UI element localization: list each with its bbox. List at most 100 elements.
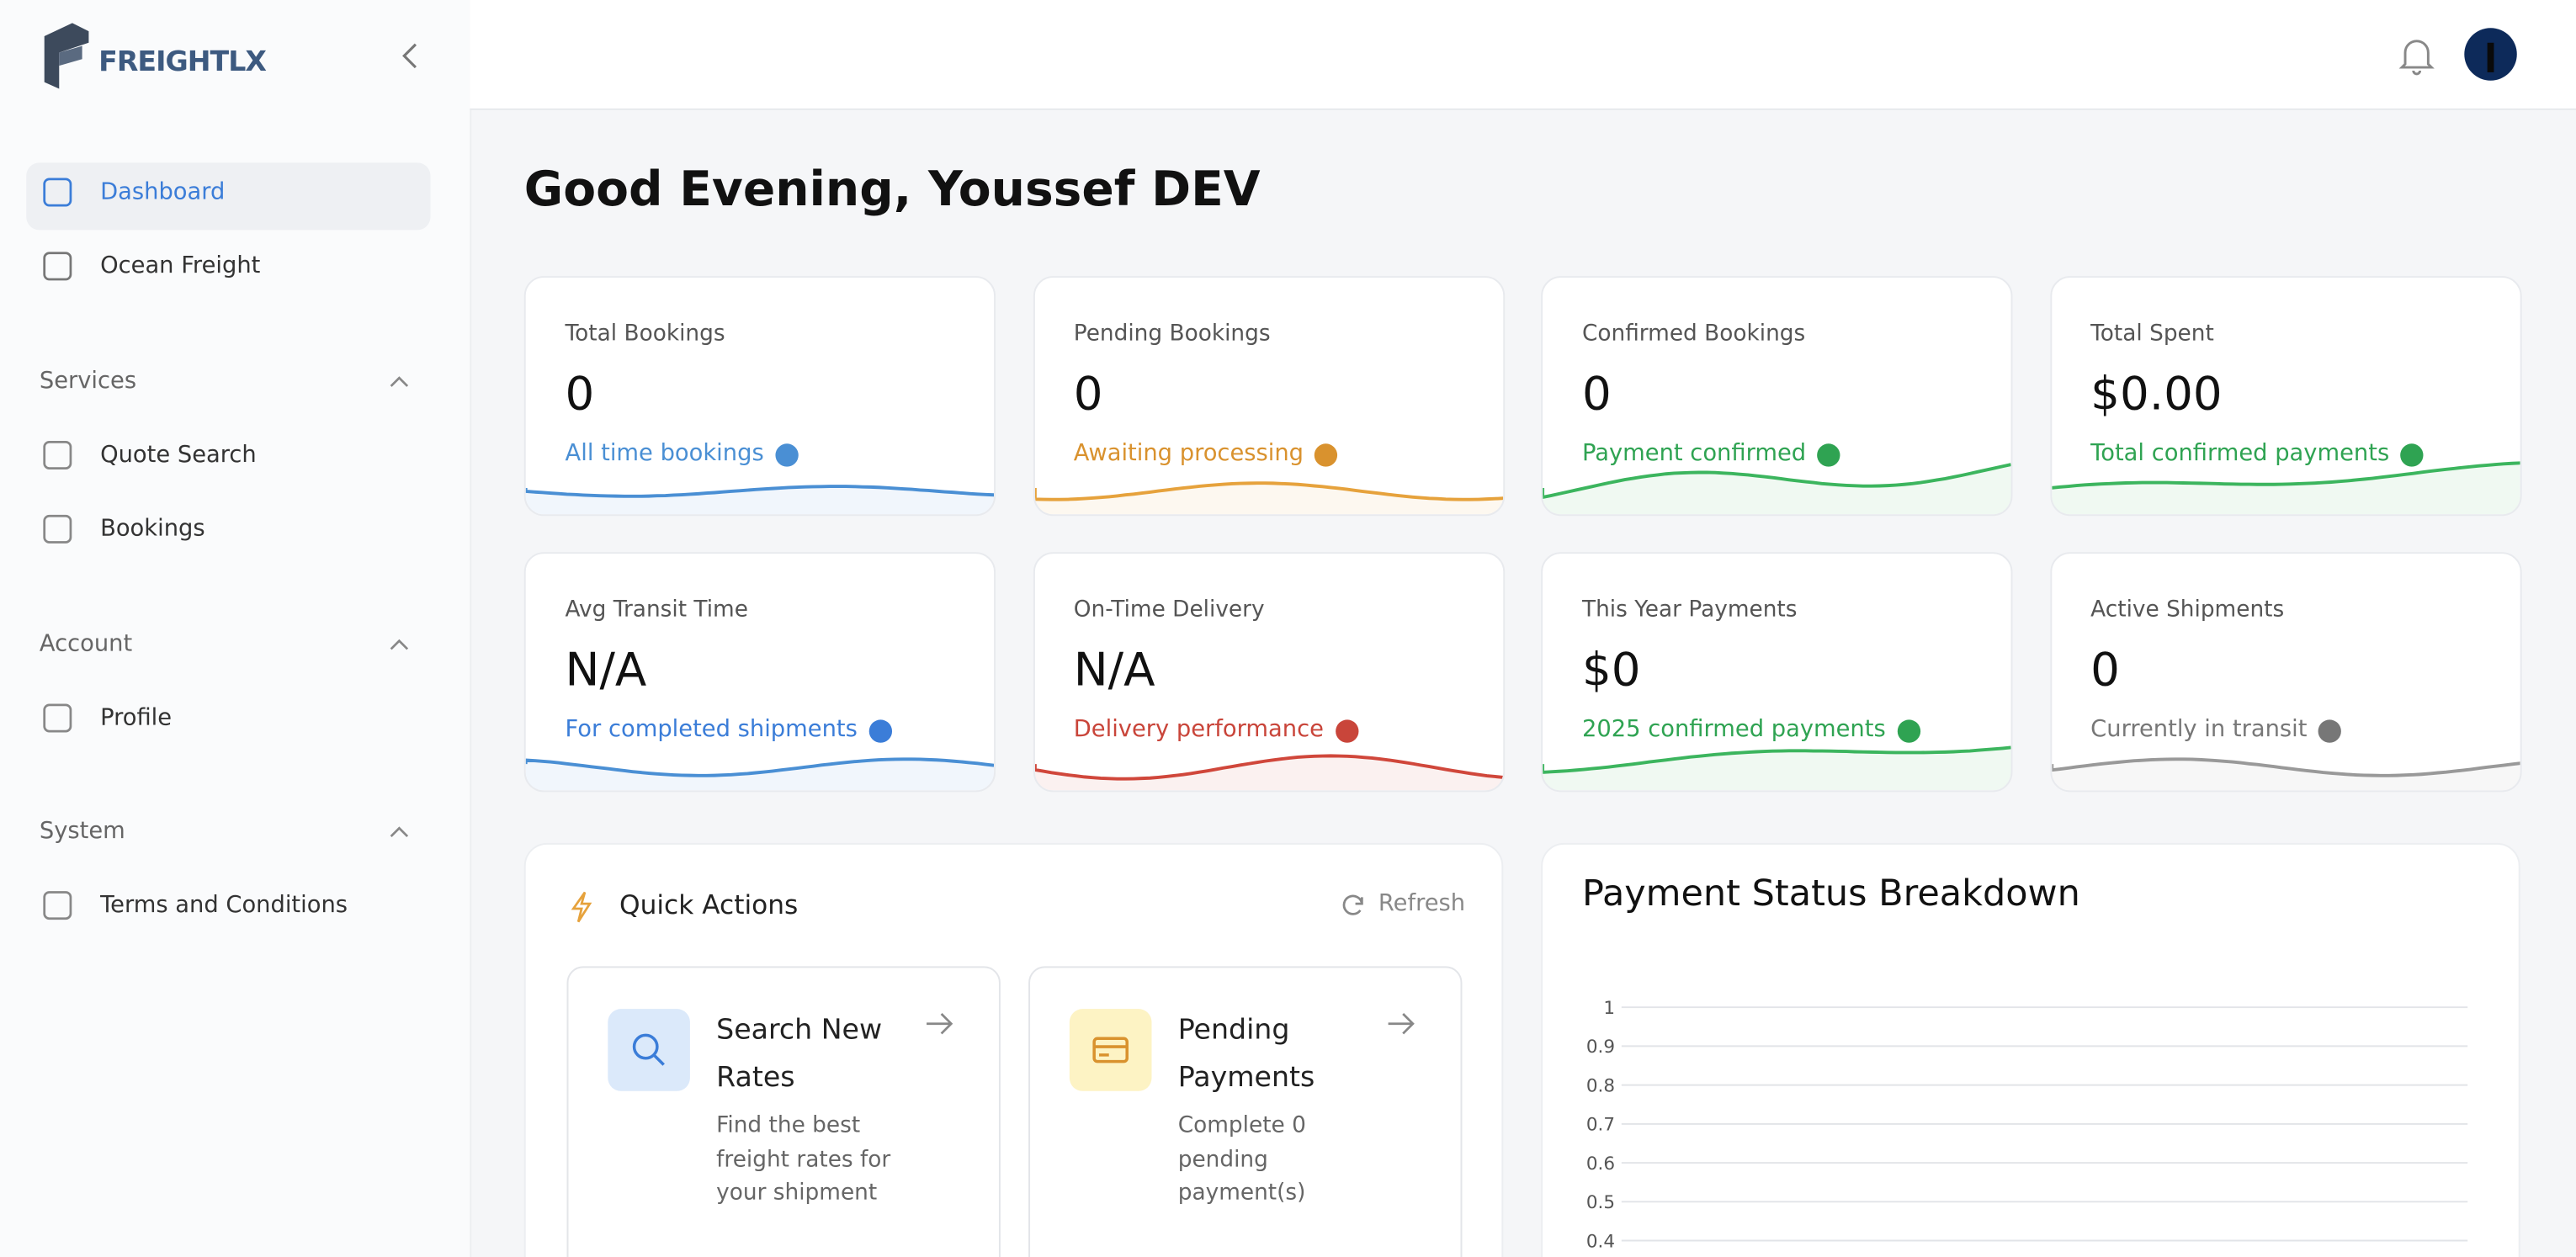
stat-value: $0 xyxy=(1581,642,1641,697)
y-tick-label: 0.9 xyxy=(1586,1037,1615,1058)
action-title: Pending Payments xyxy=(1177,1014,1315,1095)
sparkline xyxy=(1033,481,1503,515)
stat-label: Avg Transit Time xyxy=(565,596,748,623)
greeting: Good Evening, Youssef DEV xyxy=(523,161,1261,217)
quick-actions-title: Quick Actions xyxy=(619,888,799,920)
nav-icon xyxy=(43,178,72,207)
y-tick-label: 0.4 xyxy=(1586,1231,1615,1252)
section-title: System xyxy=(39,818,125,845)
action-icon-bg xyxy=(1069,1009,1152,1091)
action-description: Complete 0 pending payment(s) xyxy=(1177,1112,1306,1207)
note-icon xyxy=(1817,443,1841,467)
chart: 1 0.9 0.8 0.7 0.6 0.5 0.4 xyxy=(1586,998,2468,1252)
brand: FREIGHTLX xyxy=(98,45,267,79)
y-tick-label: 0.7 xyxy=(1586,1115,1615,1136)
action-icon-bg xyxy=(608,1009,690,1091)
note-icon xyxy=(2400,443,2425,467)
y-tick-label: 0.5 xyxy=(1586,1192,1615,1213)
stat-note: Total confirmed payments xyxy=(2090,440,2390,467)
stat-note: For completed shipments xyxy=(565,716,858,743)
section-toggle xyxy=(390,376,409,387)
stat-card: On-Time Delivery N/A Delivery performance xyxy=(1032,552,1505,793)
section-toggle xyxy=(390,826,409,838)
nav-icon xyxy=(43,440,72,469)
note-icon xyxy=(2318,719,2342,743)
stat-note: Delivery performance xyxy=(1073,716,1324,743)
note-icon xyxy=(775,443,799,467)
stat-label: This Year Payments xyxy=(1581,596,1798,623)
stat-label: Total Bookings xyxy=(565,320,725,347)
stat-value: 0 xyxy=(2090,642,2120,697)
stat-note: Awaiting processing xyxy=(1073,440,1304,467)
quick-actions-panel: Quick Actions Refresh Search New Rates Find… xyxy=(523,842,1504,1257)
refresh-icon xyxy=(1342,894,1363,915)
stat-label: Pending Bookings xyxy=(1073,320,1271,347)
stat-value: N/A xyxy=(1073,642,1155,697)
stat-note: Currently in transit xyxy=(2090,716,2308,743)
notifications[interactable] xyxy=(2398,36,2435,76)
stat-card: This Year Payments $0 2025 confirmed payme… xyxy=(1541,552,2013,793)
payment-chart-panel: Payment Status Breakdown 1 0.9 0.8 0.7 0.6 0.5… xyxy=(1541,842,2520,1257)
nav-item[interactable]: Ocean Freight xyxy=(100,252,261,280)
logo-icon xyxy=(44,23,89,89)
stat-card: Total Bookings 0 All time bookings xyxy=(523,276,996,517)
stat-note: Payment confirmed xyxy=(1581,440,1807,467)
sparkline xyxy=(1543,745,2011,791)
note-icon xyxy=(1897,719,1920,743)
nav-icon xyxy=(43,891,72,920)
stat-value: 0 xyxy=(1581,366,1612,421)
stat-value: 0 xyxy=(1073,366,1103,421)
chart-title: Payment Status Breakdown xyxy=(1581,873,2080,915)
action-description: Find the best freight rates for your shi… xyxy=(716,1112,891,1207)
sidebar: FREIGHTLX Dashboard Ocean Freight Services… xyxy=(0,0,472,1257)
avatar[interactable] xyxy=(2462,26,2518,82)
action-icon xyxy=(632,1033,665,1066)
sparkline xyxy=(2051,757,2520,791)
stat-note: All time bookings xyxy=(565,440,764,467)
section-title: Services xyxy=(39,368,137,395)
arrow-icon xyxy=(1388,1013,1415,1035)
nav-icon xyxy=(43,514,72,544)
stat-label: Confirmed Bookings xyxy=(1581,320,1806,347)
stat-card: Avg Transit Time N/A For completed shipmen… xyxy=(523,552,996,793)
y-tick-label: 0.6 xyxy=(1586,1154,1615,1175)
collapse-button[interactable] xyxy=(397,40,423,72)
nav-item[interactable]: Dashboard xyxy=(100,178,226,206)
action-card[interactable]: Pending Payments Complete 0 pending payme… xyxy=(1028,966,1463,1257)
nav-item[interactable]: Profile xyxy=(100,704,173,732)
stat-card: Confirmed Bookings 0 Payment confirmed xyxy=(1541,276,2013,517)
action-card[interactable]: Search New Rates Find the best freight ra… xyxy=(566,966,1001,1257)
action-icon xyxy=(1092,1037,1129,1063)
section-toggle xyxy=(390,639,409,650)
stat-label: Total Spent xyxy=(2090,320,2214,347)
header xyxy=(470,0,2576,110)
nav-item[interactable]: Quote Search xyxy=(100,442,257,469)
note-icon xyxy=(868,719,892,743)
nav-item[interactable]: Bookings xyxy=(100,516,205,543)
nav-icon xyxy=(43,252,72,281)
sparkline xyxy=(2051,461,2520,515)
stat-label: Active Shipments xyxy=(2090,596,2285,623)
arrow-icon xyxy=(927,1013,953,1035)
refresh-button[interactable]: Refresh xyxy=(1378,890,1466,917)
stat-note: 2025 confirmed payments xyxy=(1581,716,1886,743)
stat-card: Pending Bookings 0 Awaiting processing xyxy=(1032,276,1505,517)
sparkline xyxy=(525,485,995,515)
note-icon xyxy=(1315,443,1339,467)
sparkline xyxy=(525,757,995,791)
y-tick-label: 0.8 xyxy=(1586,1075,1615,1096)
stat-value: 0 xyxy=(565,366,595,421)
stat-label: On-Time Delivery xyxy=(1073,596,1265,623)
stat-card: Active Shipments 0 Currently in transit xyxy=(2049,552,2521,793)
action-title: Search New Rates xyxy=(716,1014,883,1095)
nav-item[interactable]: Terms and Conditions xyxy=(100,892,348,919)
bolt-icon xyxy=(571,891,592,923)
note-icon xyxy=(1335,719,1358,743)
stat-value: N/A xyxy=(565,642,647,697)
sparkline xyxy=(1033,754,1503,791)
y-tick-label: 1 xyxy=(1603,998,1615,1019)
nav-active-bg xyxy=(26,162,431,231)
sparkline xyxy=(1543,463,2011,515)
stat-value: $0.00 xyxy=(2090,366,2223,421)
